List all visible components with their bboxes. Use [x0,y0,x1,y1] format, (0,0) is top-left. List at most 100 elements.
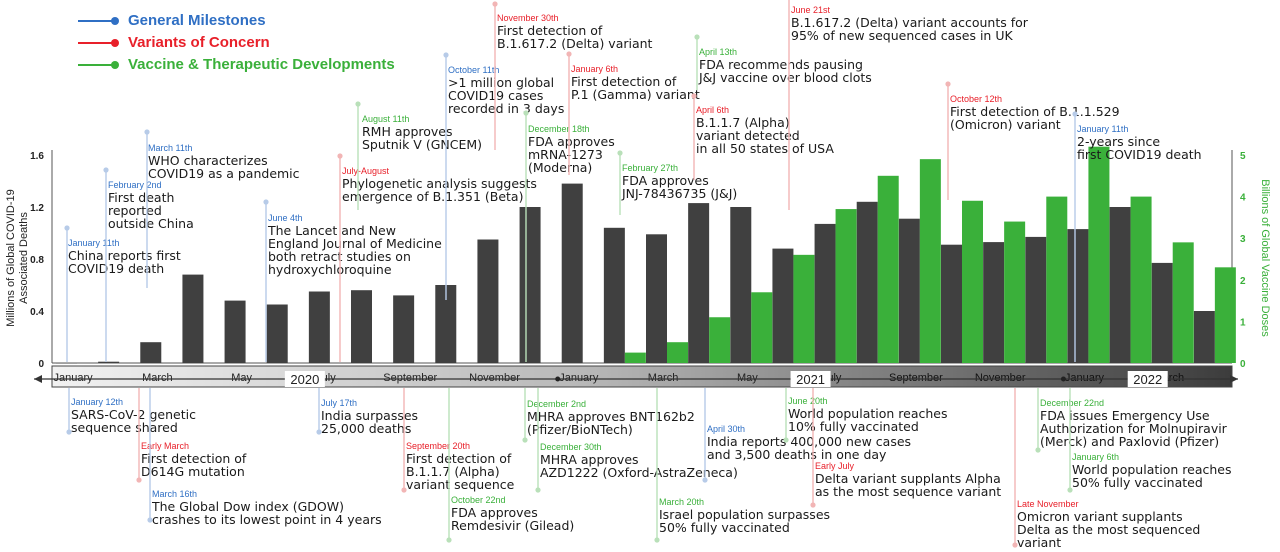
annotation-text: Israel population surpasses 50% fully vac… [659,507,830,535]
annotation-date: March 20th [659,497,704,507]
annotation-dot [316,429,322,435]
death-bar [351,290,372,363]
annotation-date: November 30th [497,13,559,23]
month-label: January [54,372,94,384]
annotation-dot [401,487,407,493]
annotation-dot [263,199,269,205]
y2-tick-label: 0 [1240,359,1246,370]
death-bar [772,248,794,363]
annotation-dot [144,129,150,135]
y-tick-label: 0 [38,359,44,370]
annotation-dot [492,1,498,7]
dose-bar [1172,242,1194,363]
legend-label-vaccine: Vaccine & Therapeutic Developments [128,56,395,73]
dose-bar [835,209,857,363]
dose-bar [751,292,773,363]
annotation-text: First detection of B.1.1.7 (Alpha) variant… [406,451,515,492]
death-bar [1067,229,1089,363]
year-divider-dot [555,376,561,382]
y2-tick-label: 3 [1240,234,1246,245]
y-axis-title: Millions of Global COVID-19Associated De… [5,189,30,327]
year-label-bg [790,371,831,387]
annotation-date: June 21st [791,5,831,15]
annotation-text: FDA recommends pausing J&J vaccine over b… [698,57,872,85]
legend-swatch-variants [78,39,119,47]
death-bar [898,218,920,363]
death-bar [519,207,541,363]
annotation-text: The Lancet and New England Journal of Med… [267,223,442,277]
annotation-dot [566,51,572,57]
annotation-date: February 2nd [108,180,162,190]
annotation-text: MHRA approves AZD1222 (Oxford-AstraZeneca… [540,452,738,480]
dose-bar [919,159,941,363]
dose-bar [1214,267,1236,363]
annotation-date: December 18th [528,124,590,134]
legend-swatch-general [78,17,119,25]
annotation-date: January 6th [571,64,618,74]
annotation-dot [702,477,708,483]
legend-item-general: General Milestones [78,10,395,32]
annotation-date: March 11th [148,143,192,153]
annotation-text: India surpasses 25,000 deaths [321,408,418,436]
annotation-dot [783,437,789,443]
death-bar [393,295,415,363]
annotation-text: First death reported outside China [108,190,194,231]
death-bar [308,291,330,363]
annotation-date: March 16th [152,489,197,499]
y2-tick-label: 5 [1240,151,1246,162]
annotation-dot [691,93,697,99]
month-band [51,365,1233,388]
death-bar [856,201,878,363]
annotation-date: August 11th [362,114,409,124]
annotation-dot [535,487,541,493]
month-label: September [889,372,943,384]
annotation-dot [66,429,72,435]
year-label-bg [284,371,325,387]
dose-bar [1004,221,1026,363]
legend-swatch-vaccine [78,61,119,69]
annotation-dot [1035,447,1041,453]
annotation-dot [446,537,452,543]
annotation-date: April 6th [696,105,729,115]
year-label: 2021 [796,372,825,387]
annotation-text: FDA approves mRNA-1273 (Moderna) [528,134,615,175]
annotation-text: First detection of B.1.617.2 (Delta) vari… [497,23,653,51]
annotation-dot [355,101,361,107]
death-bar [730,207,752,363]
death-bar [1109,207,1131,363]
annotation-date: September 20th [406,441,470,451]
dose-bar [1130,196,1152,363]
month-label: March [142,372,173,384]
y2-axis-title: Billions of Global Vaccine Doses [1259,179,1271,337]
annotation-dot [810,502,816,508]
annotation-text: World population reaches 50% fully vaccin… [1072,462,1232,490]
legend-item-vaccine: Vaccine & Therapeutic Developments [78,54,395,76]
annotation-dot [136,477,142,483]
annotation-text: India reports 400,000 new cases and 3,500… [707,434,911,462]
y-tick-label: 1.2 [30,203,44,214]
legend-item-variants: Variants of Concern [78,32,395,54]
annotation-date: October 12th [950,94,1002,104]
annotation-dot [1072,111,1078,117]
annotation-dot [1067,487,1073,493]
annotation-text: Omicron variant supplants Delta as the mo… [1017,509,1200,550]
annotation-text: >1 million global COVID19 cases recorded i… [448,75,564,116]
annotation-date: December 2nd [527,399,586,409]
annotation-text: SARS-CoV-2 genetic sequence shared [71,407,196,435]
month-label: September [383,372,437,384]
annotation-date: Late November [1017,499,1079,509]
annotation-date: October 22nd [451,495,506,505]
y-tick-label: 1.6 [30,151,44,162]
annotation-text: Phylogenetic analysis suggests emergence … [342,176,537,204]
annotation-date: July 17th [321,398,357,408]
annotation-date: January 11th [1077,124,1128,134]
y2-tick-label: 1 [1240,317,1246,328]
y2-tick-label: 2 [1240,276,1246,287]
death-bar [1193,311,1215,363]
death-bar [603,227,625,363]
month-label: March [648,372,679,384]
annotation-dot [654,537,660,543]
month-label: November [975,372,1026,384]
annotation-text: WHO characterizes COVID19 as a pandemic [148,153,300,181]
